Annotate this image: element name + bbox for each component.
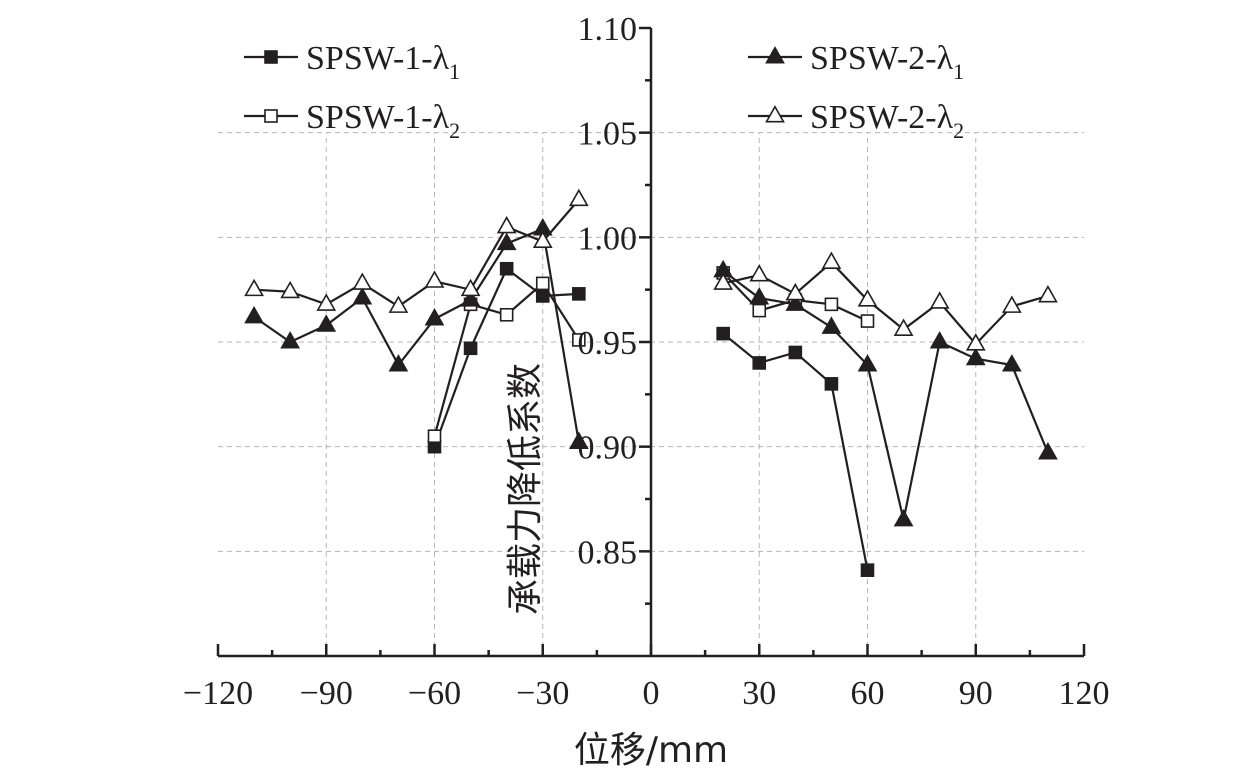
data-point [568,431,589,449]
data-point [1038,442,1058,460]
legend-marker [765,46,785,64]
y-tick-label: 1.10 [578,11,638,48]
data-point [352,287,373,305]
legend: SPSW-1-λ1 SPSW-1-λ2 SPSW-2-λ1 SPSW-2-λ2 [244,40,964,143]
series-2 [427,266,875,444]
series-3 [244,218,1058,527]
y-tick-label: 0.95 [578,325,638,362]
y-axis-title: 承载力降低系数 [505,363,546,615]
data-point [713,272,734,290]
y-tick-label: 1.05 [578,116,638,153]
data-point [929,331,950,349]
data-point [568,188,589,207]
data-point [244,278,264,297]
data-point [824,297,839,312]
series-line [722,260,1049,346]
data-point [496,215,517,234]
series-line [722,332,869,571]
x-axis-title: 位移/mm [574,730,728,771]
data-point [893,509,914,527]
data-point [785,293,806,311]
data-point [532,230,553,249]
legend-label: SPSW-2-λ1 [810,40,964,84]
legend-marker [264,109,278,123]
data-point [460,289,481,307]
data-point [499,261,514,276]
legend-label: SPSW-1-λ1 [306,40,460,84]
data-point [499,307,514,322]
data-point [821,251,842,269]
x-tick-label: 60 [851,675,885,712]
data-point [860,314,875,328]
legend-label: SPSW-2-λ2 [810,99,964,143]
data-point [752,303,767,318]
data-point [788,345,803,360]
data-point [316,314,337,332]
data-point [716,326,730,341]
x-tick-label: −60 [408,675,461,712]
legend-entry: SPSW-1-λ2 [244,99,460,143]
x-tick-label: −30 [516,675,569,712]
data-point [496,232,517,251]
data-point [857,354,878,372]
data-point [1001,354,1022,372]
data-point [860,563,875,577]
legend-marker [765,105,785,123]
data-point [572,333,586,347]
y-tick-label: 1.00 [578,220,638,257]
data-point [388,354,409,372]
data-point [929,291,950,309]
series-line [253,227,580,443]
x-tick-label: 90 [959,675,993,712]
data-point [424,270,445,288]
data-point [352,272,373,290]
tick-labels: −120 −90 −60 −30 0 30 60 90 120 0.85 0.90 0.95 1.00 1… [183,11,1110,712]
y-tick-label: 0.85 [578,534,638,571]
series-line [254,198,580,308]
data-point [1038,285,1058,303]
data-point [316,293,337,311]
axes [216,26,1086,658]
x-tick-label: 30 [742,675,776,712]
legend-entry: SPSW-2-λ2 [748,99,964,143]
data-point [535,276,550,291]
data-point [824,377,839,391]
series-line [722,269,1049,521]
data-point [280,331,301,349]
data-point [460,278,481,297]
data-point [427,429,442,444]
data-point [857,289,878,307]
data-point [1001,295,1022,313]
legend-label: SPSW-1-λ2 [306,99,460,143]
data-point [244,305,264,324]
series-layer [244,188,1058,577]
series-4 [244,188,1058,351]
legend-entry: SPSW-2-λ1 [748,40,964,84]
data-point [749,287,770,305]
x-tick-label: −90 [300,675,353,712]
data-point [572,287,586,301]
data-point [893,318,914,336]
x-tick-label: 0 [643,675,660,712]
data-point [752,356,767,370]
x-tick-label: 120 [1059,675,1110,712]
data-point [785,282,806,301]
legend-entry: SPSW-1-λ1 [244,40,460,84]
data-point [388,295,409,313]
data-point [749,264,770,282]
data-point [280,280,301,299]
data-point [821,316,842,334]
data-point [965,347,986,366]
x-tick-label: −120 [183,675,253,712]
data-point [463,341,478,356]
y-tick-label: 0.90 [578,430,638,467]
legend-marker [264,50,278,64]
data-point [965,333,986,351]
data-point [424,308,445,326]
